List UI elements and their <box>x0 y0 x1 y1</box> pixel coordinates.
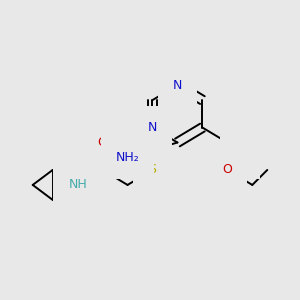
Text: O: O <box>98 136 107 149</box>
Text: O: O <box>222 164 232 176</box>
Text: N: N <box>173 79 182 92</box>
Text: NH: NH <box>68 178 87 191</box>
Text: S: S <box>148 164 157 176</box>
Text: O: O <box>235 151 245 164</box>
Text: NH₂: NH₂ <box>116 151 140 164</box>
Text: N: N <box>148 121 157 134</box>
